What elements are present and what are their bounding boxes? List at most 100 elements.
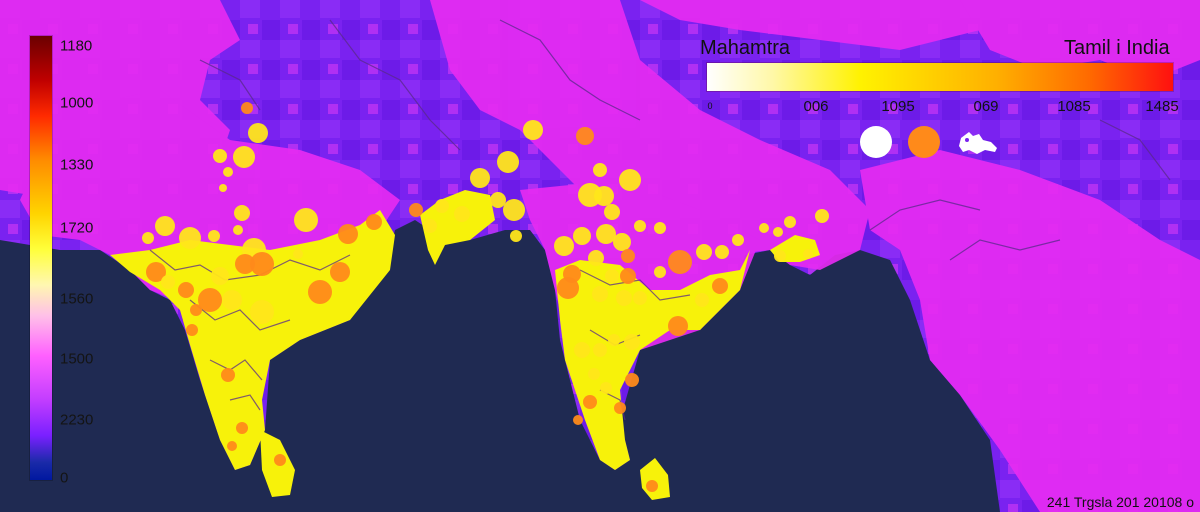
city-marker xyxy=(712,278,728,294)
city-marker xyxy=(594,186,614,206)
vertical-color-scale xyxy=(30,36,52,480)
legend-tick-label: 1085 xyxy=(1057,98,1091,115)
city-marker xyxy=(621,249,635,263)
legend-title-right: Tamil i India xyxy=(1064,37,1170,59)
legend-title-left: Mahamtra xyxy=(700,37,791,59)
city-marker xyxy=(274,454,286,466)
city-marker xyxy=(600,382,612,394)
city-marker xyxy=(227,441,237,451)
city-marker xyxy=(213,149,227,163)
legend-tick-label: 006 xyxy=(803,98,829,115)
city-marker xyxy=(236,422,248,434)
city-marker xyxy=(190,304,202,316)
city-marker xyxy=(583,395,597,409)
map-pin-icon xyxy=(959,132,997,154)
city-marker xyxy=(155,216,175,236)
city-marker xyxy=(248,123,268,143)
city-marker xyxy=(294,208,318,232)
city-marker xyxy=(223,167,233,177)
scale-tick-label: 1330 xyxy=(60,156,94,174)
city-marker xyxy=(608,334,620,346)
city-marker xyxy=(490,192,506,208)
city-marker xyxy=(470,168,490,188)
city-marker xyxy=(454,206,470,222)
horizontal-color-bar xyxy=(707,63,1173,91)
legend-tick-label: 1485 xyxy=(1145,98,1179,115)
city-marker xyxy=(593,343,607,357)
scale-tick-label: 1000 xyxy=(60,94,94,112)
city-marker xyxy=(605,269,619,283)
scale-tick-label: 1720 xyxy=(60,219,94,237)
city-marker xyxy=(198,288,222,312)
city-marker xyxy=(634,220,646,232)
footer-attribution: 241 Trgsla 201 20108 o xyxy=(1046,494,1194,510)
city-marker xyxy=(235,254,255,274)
city-marker xyxy=(435,199,449,213)
city-marker xyxy=(557,277,579,299)
city-marker xyxy=(234,205,250,221)
city-marker xyxy=(423,219,437,233)
city-marker xyxy=(620,268,636,284)
data-markers xyxy=(142,102,829,492)
city-marker xyxy=(338,224,358,244)
city-marker xyxy=(588,368,600,380)
city-marker xyxy=(815,209,829,223)
city-marker xyxy=(625,373,639,387)
city-marker xyxy=(773,227,783,237)
city-marker xyxy=(233,146,255,168)
city-marker xyxy=(619,169,641,191)
city-marker xyxy=(803,249,813,259)
city-marker xyxy=(588,250,604,266)
legend-tick-label: 069 xyxy=(973,98,999,115)
city-marker xyxy=(614,402,626,414)
scale-tick-label: 1500 xyxy=(60,350,94,368)
city-marker xyxy=(668,316,688,336)
city-marker xyxy=(616,290,632,306)
city-marker xyxy=(366,214,382,230)
city-marker xyxy=(732,234,744,246)
city-marker xyxy=(596,224,616,244)
city-marker xyxy=(573,227,591,245)
city-marker xyxy=(178,282,194,298)
city-marker xyxy=(668,250,692,274)
city-marker xyxy=(221,368,235,382)
city-marker xyxy=(161,275,175,289)
city-marker xyxy=(593,163,607,177)
city-marker xyxy=(250,300,274,324)
city-marker xyxy=(576,127,594,145)
city-marker xyxy=(715,245,729,259)
legend-tick-label: 0 xyxy=(707,101,713,111)
city-marker xyxy=(573,415,583,425)
city-marker xyxy=(554,236,574,256)
city-marker xyxy=(523,120,543,140)
city-marker xyxy=(330,262,350,282)
city-marker xyxy=(211,267,229,285)
city-marker xyxy=(654,266,666,278)
city-marker xyxy=(497,151,519,173)
city-marker xyxy=(604,204,620,220)
city-marker xyxy=(186,324,198,336)
city-marker xyxy=(633,291,647,305)
city-marker xyxy=(142,232,154,244)
city-marker xyxy=(241,102,253,114)
city-marker xyxy=(784,216,796,228)
legend-tick-label: 1095 xyxy=(881,98,915,115)
city-marker xyxy=(208,230,220,242)
scale-tick-label: 2230 xyxy=(60,411,94,429)
scale-tick-label: 1180 xyxy=(60,37,93,55)
scale-tick-label: 1560 xyxy=(60,290,94,308)
city-marker xyxy=(759,223,769,233)
city-marker xyxy=(592,286,608,302)
city-marker xyxy=(179,227,201,249)
city-marker xyxy=(250,252,274,276)
city-marker xyxy=(308,280,332,304)
city-marker xyxy=(646,480,658,492)
city-marker xyxy=(613,233,631,251)
city-marker xyxy=(774,250,786,262)
city-marker xyxy=(624,334,640,350)
city-marker xyxy=(695,293,709,307)
city-marker xyxy=(219,184,227,192)
city-marker xyxy=(696,244,712,260)
orange-circle-swatch xyxy=(908,126,940,158)
